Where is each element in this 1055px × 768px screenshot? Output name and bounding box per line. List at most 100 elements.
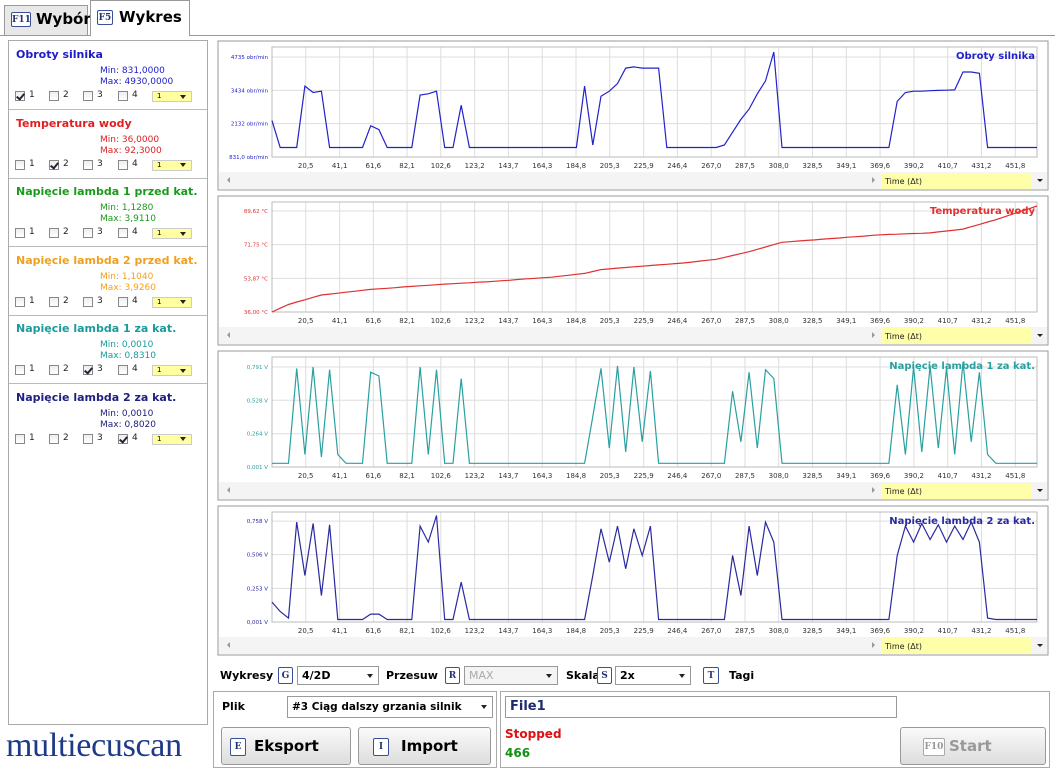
time-label: Time (Δt) (884, 332, 922, 341)
checkbox[interactable] (118, 159, 128, 170)
checkbox-label: 1 (29, 364, 35, 374)
selector[interactable]: 1 (152, 228, 192, 239)
checkbox[interactable] (118, 296, 128, 307)
x-tick-label: 369,6 (870, 317, 891, 325)
checkbox[interactable] (15, 433, 25, 444)
scroll-right (872, 177, 875, 183)
x-tick-label: 61,6 (366, 627, 382, 635)
checkbox[interactable] (15, 91, 25, 101)
x-tick-label: 41,1 (332, 627, 348, 635)
x-tick-label: 61,6 (366, 162, 382, 170)
x-tick-label: 246,4 (667, 317, 688, 325)
x-tick-label: 328,5 (802, 627, 822, 635)
x-tick-label: 287,5 (735, 627, 755, 635)
time-selector (881, 173, 1031, 189)
checkbox[interactable] (49, 296, 59, 307)
x-tick-label: 410,7 (938, 162, 958, 170)
x-tick-label: 431,2 (971, 317, 991, 325)
selector[interactable]: 1 (152, 91, 192, 102)
signal-entry: Obroty silnika Min: 831,0000 Max: 4930,000… (9, 41, 207, 110)
x-tick-label: 102,6 (431, 162, 452, 170)
key-badge: F5 (97, 10, 113, 25)
key-badge: F10 (923, 738, 945, 756)
checkbox[interactable] (15, 296, 25, 307)
x-tick-label: 308,0 (769, 317, 789, 325)
x-tick-label: 205,3 (600, 317, 620, 325)
x-tick-label: 164,3 (532, 317, 552, 325)
signal-name: Napięcie lambda 1 przed kat. (16, 185, 198, 198)
y-tick-label: 2132 obr/min (231, 122, 269, 128)
checkbox-label: 3 (97, 227, 103, 237)
selector[interactable]: 1 (152, 296, 192, 308)
selector[interactable]: 1 (152, 159, 192, 171)
x-tick-label: 349,1 (836, 317, 856, 325)
checkbox[interactable] (49, 228, 59, 238)
checkbox[interactable] (118, 433, 128, 444)
series-line (271, 205, 1038, 313)
x-tick-label: 102,6 (431, 472, 452, 480)
scrollbar (219, 327, 1047, 344)
selector[interactable]: 1 (152, 433, 192, 445)
x-tick-label: 205,3 (600, 162, 620, 170)
x-tick-label: 41,1 (332, 472, 348, 480)
signal-name: Napięcie lambda 2 za kat. (16, 390, 177, 404)
checkbox[interactable] (15, 159, 25, 170)
checkbox[interactable] (83, 159, 93, 170)
x-tick-label: 390,2 (904, 162, 924, 170)
checkbox[interactable] (83, 296, 93, 307)
x-tick-label: 328,5 (802, 317, 822, 325)
x-tick-label: 82,1 (399, 472, 415, 480)
checkbox[interactable] (118, 228, 128, 238)
x-tick-label: 102,6 (431, 627, 452, 635)
signal-panel: Obroty silnika Min: 831,0000 Max: 4930,000… (8, 40, 208, 725)
x-tick-label: 184,8 (566, 317, 586, 325)
name-input[interactable]: File1 (505, 696, 897, 718)
checkbox-label: 2 (63, 432, 69, 443)
scroll-left (227, 177, 230, 183)
signal-max: Max: 0,8310 (100, 351, 156, 361)
checkbox-label: 4 (132, 364, 138, 374)
x-tick-label: 349,1 (836, 162, 856, 170)
signal-entry: Napięcie lambda 2 przed kat. Min: 1,1040 M… (9, 247, 207, 316)
signal-name: Obroty silnika (16, 48, 103, 61)
button-label: Import (401, 737, 458, 755)
checkbox[interactable] (118, 365, 128, 375)
logo: multiecuscan (6, 727, 182, 764)
tab[interactable]: F5 Wykres (90, 0, 190, 36)
checkbox[interactable] (83, 365, 93, 375)
signal-max: Max: 3,9110 (100, 214, 156, 224)
x-tick-label: 164,3 (532, 162, 552, 170)
label: Plik (222, 700, 245, 713)
time-label: Time (Δt) (884, 177, 922, 186)
checkbox-label: 3 (97, 90, 103, 100)
dropdown[interactable]: 4/2D (297, 666, 379, 685)
key-badge: E (230, 738, 246, 756)
checkbox-label: 2 (63, 295, 69, 306)
x-tick-label: 328,5 (802, 162, 822, 170)
dropdown[interactable]: 2x (615, 666, 691, 685)
x-tick-label: 82,1 (399, 162, 415, 170)
time-label: Time (Δt) (884, 487, 922, 496)
checkbox[interactable] (49, 433, 59, 444)
x-tick-label: 431,2 (971, 472, 991, 480)
checkbox[interactable] (83, 91, 93, 101)
checkbox-label: 4 (132, 158, 138, 169)
plot-frame (271, 356, 1038, 468)
scrollbar (219, 172, 1047, 189)
checkbox[interactable] (118, 91, 128, 101)
checkbox[interactable] (15, 228, 25, 238)
checkbox[interactable] (49, 365, 59, 375)
signal-max: Max: 4930,0000 (100, 77, 174, 87)
dropdown[interactable]: #3 Ciąg dalszy grzania silnik (287, 696, 493, 718)
checkbox[interactable] (83, 228, 93, 238)
checkbox[interactable] (15, 365, 25, 375)
button[interactable]: E Eksport (221, 727, 351, 765)
chart-title: Temperatura wody (930, 206, 1036, 217)
checkbox[interactable] (49, 91, 59, 101)
checkbox[interactable] (83, 433, 93, 444)
checkbox[interactable] (49, 159, 59, 170)
x-tick-label: 184,8 (566, 627, 586, 635)
button[interactable]: I Import (358, 727, 491, 765)
tab[interactable]: F11 Wybór (4, 5, 91, 35)
selector[interactable]: 1 (152, 365, 192, 376)
